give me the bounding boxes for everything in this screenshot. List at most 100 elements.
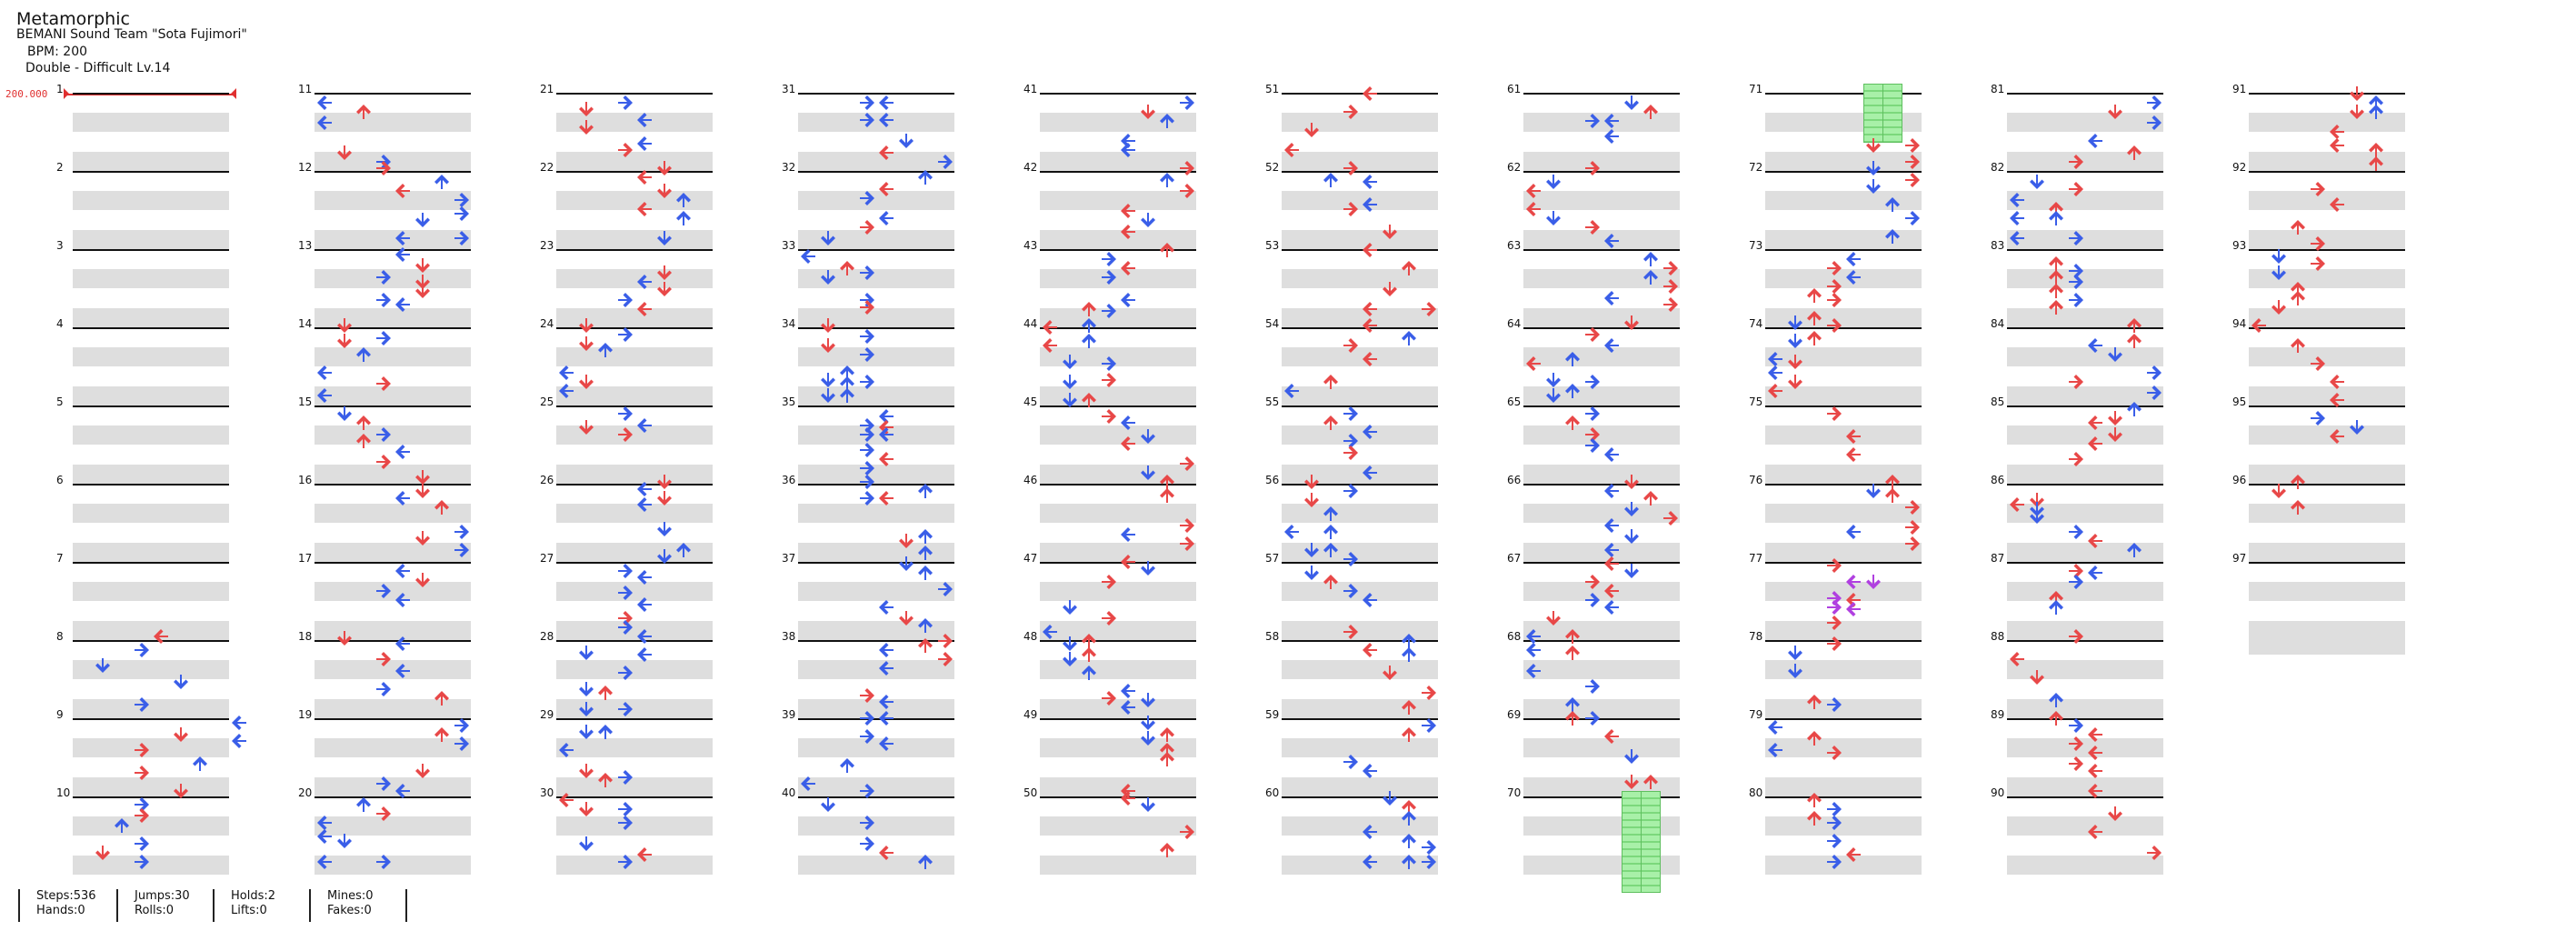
step-arrow-right-icon — [374, 290, 394, 310]
step-arrow-down-icon — [818, 335, 838, 355]
step-arrow-down-icon — [2105, 345, 2125, 365]
measure-line — [2007, 405, 2163, 407]
step-arrow-up-icon — [2124, 331, 2144, 351]
step-arrow-down-icon — [1622, 313, 1642, 333]
step-arrow-right-icon — [2308, 254, 2328, 274]
measure-line — [2249, 327, 2405, 329]
measure-number: 50 — [1023, 786, 1038, 799]
beat-band — [1523, 543, 1680, 562]
step-arrow-left-icon — [1843, 267, 1863, 287]
step-arrow-right-icon — [2144, 113, 2164, 133]
step-arrow-down-icon — [413, 481, 433, 501]
step-arrow-right-icon — [1902, 534, 1922, 554]
step-arrow-left-icon — [876, 488, 896, 508]
step-arrow-down-icon — [818, 267, 838, 287]
measure-line — [1040, 171, 1196, 173]
step-arrow-right-icon — [1177, 534, 1197, 554]
step-arrow-down-icon — [818, 370, 838, 390]
step-arrow-left-icon — [393, 181, 413, 201]
step-arrow-up-icon — [2124, 143, 2144, 163]
measure-line — [556, 562, 713, 564]
measure-number: 36 — [782, 474, 796, 486]
measure-number: 28 — [540, 630, 554, 643]
step-arrow-right-icon — [1099, 249, 1119, 269]
beat-band — [1282, 738, 1438, 757]
step-arrow-up-icon — [1321, 572, 1341, 592]
measure-line — [556, 93, 713, 95]
beat-band — [73, 152, 229, 171]
step-arrow-right-icon — [857, 110, 877, 130]
step-arrow-up-icon — [354, 413, 374, 433]
measure-number: 9 — [56, 708, 64, 721]
step-arrow-up-icon — [1399, 797, 1419, 817]
step-arrow-right-icon — [615, 767, 635, 787]
stat-lifts: Lifts:0 — [231, 904, 267, 917]
beat-band — [556, 543, 713, 562]
beat-band — [1040, 465, 1196, 484]
step-arrow-up-icon — [1804, 728, 1824, 748]
step-arrow-right-icon — [2066, 152, 2086, 172]
step-arrow-left-icon — [876, 708, 896, 728]
measure-line — [1523, 718, 1680, 720]
step-arrow-down-icon — [171, 672, 191, 692]
step-arrow-left-icon — [1602, 516, 1622, 536]
step-arrow-up-icon — [1399, 831, 1419, 851]
step-arrow-left-icon — [634, 626, 654, 646]
step-arrow-up-icon — [1157, 472, 1177, 492]
measure-number: 34 — [782, 317, 796, 330]
step-arrow-left-icon — [1118, 681, 1138, 701]
step-arrow-right-icon — [857, 217, 877, 237]
beat-band — [2249, 465, 2405, 484]
step-arrow-left-icon — [1118, 525, 1138, 545]
measure-number: 92 — [2232, 161, 2247, 174]
measure-line — [315, 640, 471, 642]
beat-band — [556, 621, 713, 640]
step-arrow-right-icon — [615, 813, 635, 833]
beat-band — [2249, 152, 2405, 171]
step-arrow-left-icon — [876, 843, 896, 863]
measure-number: 53 — [1265, 239, 1280, 252]
measure-line — [1765, 249, 1922, 251]
step-arrow-right-icon — [2066, 522, 2086, 542]
beat-band — [1282, 582, 1438, 601]
step-arrow-up-icon — [1321, 170, 1341, 190]
step-arrow-down-icon — [1543, 370, 1563, 390]
step-arrow-right-icon — [452, 716, 472, 736]
measure-line — [798, 718, 954, 720]
step-arrow-right-icon — [1824, 634, 1844, 654]
beat-band — [556, 856, 713, 875]
step-arrow-left-icon — [315, 113, 334, 133]
step-arrow-left-icon — [229, 731, 249, 751]
step-arrow-left-icon — [315, 852, 334, 872]
step-arrow-down-icon — [2027, 172, 2047, 192]
step-arrow-down-icon — [1138, 795, 1158, 815]
step-arrow-left-icon — [876, 449, 896, 469]
measure-number: 74 — [1749, 317, 1763, 330]
step-arrow-up-icon — [2046, 281, 2066, 301]
step-arrow-left-icon — [634, 479, 654, 499]
step-arrow-down-icon — [413, 281, 433, 301]
measure-line — [556, 484, 713, 486]
step-arrow-left-icon — [2327, 390, 2347, 410]
beat-band — [2249, 386, 2405, 405]
stat-rolls: Rolls:0 — [135, 904, 175, 917]
measure-number: 7 — [56, 552, 64, 565]
step-arrow-left-icon — [2085, 335, 2105, 355]
step-arrow-right-icon — [1824, 276, 1844, 296]
beat-band — [2249, 425, 2405, 445]
beat-band — [315, 425, 471, 445]
stat-group-steps: Steps:536 Hands:0 — [18, 889, 96, 922]
step-arrow-left-icon — [1765, 381, 1785, 401]
step-arrow-left-icon — [1118, 140, 1138, 160]
step-arrow-left-icon — [1602, 231, 1622, 251]
step-arrow-up-icon — [354, 345, 374, 365]
step-arrow-left-icon — [876, 658, 896, 678]
measure-line — [1523, 796, 1680, 798]
beat-band — [556, 504, 713, 523]
step-arrow-right-icon — [1177, 158, 1197, 178]
step-arrow-right-icon — [1099, 406, 1119, 426]
measure-line — [1765, 640, 1922, 642]
step-arrow-up-icon — [1157, 840, 1177, 860]
bpm-marker-line — [64, 94, 236, 95]
step-arrow-left-icon — [634, 415, 654, 435]
